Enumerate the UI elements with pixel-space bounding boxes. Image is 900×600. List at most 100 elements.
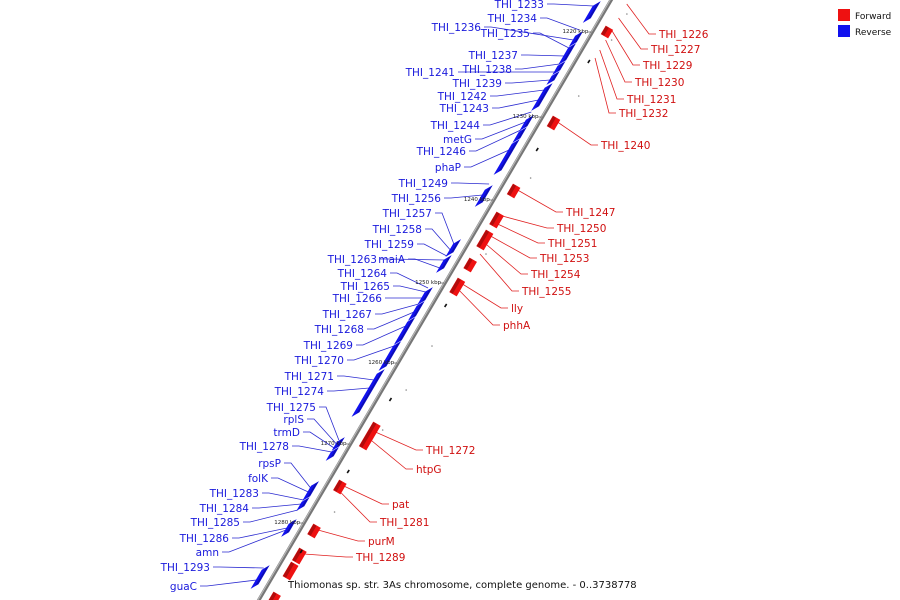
reverse-label-leader	[284, 462, 311, 489]
reverse-gene-block-bevel	[255, 566, 269, 586]
forward-label-leader	[594, 57, 616, 114]
forward-gene-block	[282, 561, 299, 581]
reverse-label-leader	[540, 17, 580, 31]
reverse-label-leader	[380, 258, 445, 261]
reverse-label-leader	[337, 375, 375, 381]
reverse-label-leader	[213, 566, 264, 569]
reverse-gene-label-thi-1267: THI_1267	[322, 309, 372, 321]
reverse-label-leader	[490, 89, 545, 97]
label-leaders	[200, 3, 656, 587]
scale-tick-label: 1270 kbp	[321, 441, 347, 447]
scale-tick-label: 1250 kbp	[415, 280, 441, 286]
reverse-gene-block-bevel	[356, 370, 384, 414]
forward-gene-block	[489, 211, 504, 229]
forward-gene-label-thi-1281: THI_1281	[379, 517, 429, 529]
reverse-gene-block-bevel	[479, 186, 492, 204]
forward-label-leader	[340, 491, 377, 523]
reverse-gene-block-bevel	[285, 520, 296, 534]
forward-gene-block-bevel	[463, 258, 473, 270]
reverse-gene-block	[325, 447, 339, 461]
reverse-gene-label-trmd: trmD	[273, 427, 300, 439]
reverse-label-leader	[515, 63, 560, 70]
reverse-gene-block	[582, 1, 601, 23]
reverse-gene-block-bevel	[306, 482, 319, 498]
forward-gene-label-thi-1230: THI_1230	[634, 77, 684, 89]
forward-gene-label-phha: phhA	[503, 320, 531, 332]
small-feature-mark	[388, 397, 393, 402]
reverse-gene-label-thi-1278: THI_1278	[239, 441, 289, 453]
forward-gene-block	[358, 421, 381, 451]
forward-gene-block	[506, 183, 521, 199]
reverse-gene-label-thi-1285: THI_1285	[190, 517, 240, 529]
reverse-gene-label-thi-1246: THI_1246	[416, 146, 467, 158]
forward-label-leader	[303, 553, 353, 558]
forward-label-leader	[502, 215, 554, 229]
forward-label-leader	[479, 253, 519, 292]
reverse-gene-block-bevel	[524, 116, 534, 128]
forward-label-leader	[599, 49, 624, 100]
reverse-gene-label-thi-1257: THI_1257	[382, 208, 432, 220]
reverse-gene-block	[302, 481, 320, 501]
reverse-gene-label-metg: metG	[443, 134, 472, 146]
reverse-label-leader	[475, 121, 526, 140]
forward-label-leader	[517, 189, 563, 213]
reverse-gene-block-bevel	[450, 240, 461, 254]
forward-gene-block-bevel	[476, 230, 490, 248]
forward-label-leader	[370, 439, 413, 470]
forward-gene-block	[268, 591, 281, 600]
reverse-gene-block	[407, 301, 425, 321]
reverse-gene-block	[474, 185, 493, 207]
reverse-label-leader	[292, 445, 332, 453]
reverse-gene-block-bevel	[573, 32, 583, 44]
forward-label-leader	[618, 17, 648, 50]
forward-gene-block-bevel	[282, 562, 295, 578]
reverse-label-leader	[319, 406, 340, 441]
reverse-gene-label-thi-1239: THI_1239	[452, 78, 502, 90]
reverse-label-leader	[222, 529, 287, 553]
reverse-gene-label-thi-1275: THI_1275	[266, 402, 316, 414]
reverse-gene-label-thi-1270: THI_1270	[294, 355, 344, 367]
legend-reverse-label: Reverse	[855, 28, 892, 38]
reverse-label-leader	[375, 303, 419, 315]
forward-gene-label-thi-1250: THI_1250	[556, 223, 606, 235]
reverse-gene-block	[519, 115, 534, 131]
reverse-gene-label-thi-1249: THI_1249	[398, 178, 448, 190]
forward-gene-label-thi-1247: THI_1247	[565, 207, 615, 219]
reverse-gene-label-thi-1233: THI_1233	[494, 0, 544, 11]
forward-label-leader	[343, 485, 389, 505]
reverse-gene-block	[552, 61, 566, 75]
reverse-label-leader	[464, 149, 510, 168]
reverse-gene-block	[331, 437, 345, 451]
reverse-gene-label-folk: folK	[248, 473, 269, 485]
forward-gene-label-thi-1240: THI_1240	[600, 140, 650, 152]
reverse-label-leader	[390, 272, 429, 289]
reverse-gene-label-thi-1258: THI_1258	[372, 224, 422, 236]
forward-gene-label-purm: purM	[368, 536, 395, 548]
forward-gene-label-thi-1254: THI_1254	[530, 269, 581, 281]
forward-gene-label-thi-1272: THI_1272	[425, 445, 475, 457]
reverse-gene-block	[493, 139, 520, 175]
reverse-gene-block	[417, 287, 433, 305]
scale-tick-label: 1230 kbp	[513, 114, 539, 120]
reverse-gene-block	[546, 71, 560, 85]
reverse-label-leader	[307, 418, 337, 445]
minor-tick-dot	[405, 389, 407, 391]
forward-label-leader	[317, 529, 365, 542]
minor-tick-dot	[626, 13, 628, 15]
forward-label-leader	[605, 39, 632, 83]
reverse-gene-block-bevel	[517, 128, 526, 140]
reverse-gene-block	[378, 341, 402, 371]
forward-label-leader	[626, 3, 656, 35]
gene-features	[250, 1, 628, 600]
minor-tick-dot	[381, 429, 384, 431]
scale-tick-label: 1260 kbp	[368, 360, 394, 366]
forward-gene-label-thi-1232: THI_1232	[618, 108, 668, 120]
forward-gene-block-bevel	[359, 422, 377, 448]
reverse-label-leader	[408, 258, 440, 269]
forward-gene-label-pat: pat	[392, 499, 409, 511]
small-feature-mark	[587, 59, 591, 64]
reverse-gene-block-bevel	[535, 84, 552, 108]
forward-gene-label-thi-1253: THI_1253	[539, 253, 589, 265]
reverse-gene-label-thi-1235: THI_1235	[480, 28, 530, 40]
scale-ticks: 1220 kbp 1230 kbp 1240 kbp 1250 kbp 1260 kbp…	[274, 29, 592, 526]
